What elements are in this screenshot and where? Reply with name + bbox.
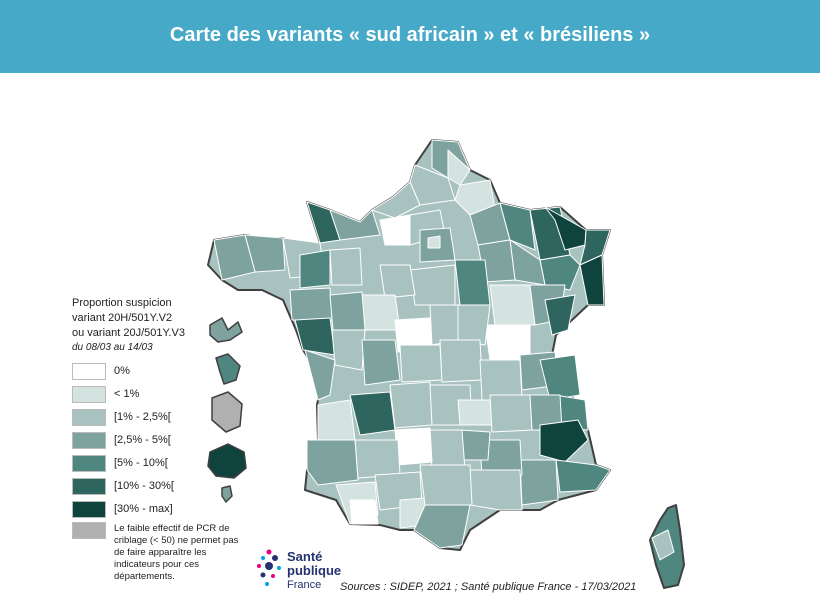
legend-item-4: [5% - 10%[ [72,455,168,472]
department-shape [479,359,523,401]
guyane-shape [211,391,243,433]
department-shape [379,264,416,299]
department-shape [361,339,401,386]
department-shape [489,394,533,433]
department-shape [519,459,559,506]
legend-swatch [72,522,106,539]
title-banner [0,0,820,73]
legend-item-1: < 1% [72,386,139,403]
legend-item-3: [2,5% - 5%[ [72,432,171,449]
department-shape [439,339,483,383]
legend-item-6: [30% - max] [72,501,173,518]
department-shape [457,399,493,426]
department-shape [329,291,366,331]
department-shape [354,439,401,479]
logo-wordmark: Santé publique France [287,550,341,592]
department-shape [454,259,491,306]
department-shape [294,317,336,356]
department-shape [429,304,459,346]
department-shape [329,247,363,286]
logo-dots-icon [257,549,281,586]
department-shape [409,164,456,206]
legend-swatch [72,455,106,472]
martinique-shape [215,353,241,385]
legend-title-line: Proportion suspicion [72,297,172,309]
department-shape [409,264,456,306]
legend-label: [2,5% - 5%[ [114,434,171,446]
legend-swatch [72,478,106,495]
department-shape [499,202,536,251]
legend-swatch [72,501,106,518]
guadeloupe-shape [209,317,243,343]
department-shape [394,427,433,466]
legend-insufficient-note: Le faible effectif de PCR de criblage (<… [114,523,239,582]
department-shape [555,459,611,493]
sante-publique-france-logo: Santé publique France [255,546,345,596]
logo-line: Santé [287,549,323,564]
source-caption: Sources : SIDEP, 2021 ; Santé publique F… [340,581,637,593]
department-shape [304,349,336,401]
legend-item-0: 0% [72,363,130,380]
department-shape [544,206,587,251]
department-shape [317,399,356,441]
department-shape [544,294,576,336]
department-shape [427,235,441,249]
department-shape [489,284,536,326]
department-shape [389,381,433,429]
department-shape [469,469,523,511]
legend-label: [10% - 30%[ [114,480,174,492]
department-shape [299,249,331,289]
legend-title-line: ou variant 20J/501Y.V3 [72,327,185,339]
department-shape [651,529,675,561]
department-shape [419,464,473,506]
legend-label: [1% - 2,5%[ [114,411,171,423]
reunion-shape [207,443,247,479]
department-shape [579,254,605,306]
legend-swatch [72,386,106,403]
department-shape [539,354,581,401]
department-shape [213,234,256,281]
department-shape [454,304,491,346]
department-shape [413,504,471,549]
logo-line: publique [287,563,342,578]
legend-period: du 08/03 au 14/03 [72,342,153,353]
legend-label: 0% [114,365,130,377]
legend-swatch [72,409,106,426]
department-shape [459,429,491,461]
legend-label: < 1% [114,388,140,400]
department-shape [379,214,411,246]
page-title: Carte des variants « sud africain » et «… [169,24,651,46]
department-shape [371,181,421,219]
map-legend: Proportion suspicion variant 20H/501Y.V2… [72,296,252,582]
department-shape [349,499,379,525]
department-shape [331,329,366,371]
department-shape [306,439,359,486]
department-shape [539,419,589,463]
department-shape [359,294,401,331]
legend-label: [5% - 10%[ [114,457,168,469]
legend-title-line: variant 20H/501Y.V2 [72,312,173,324]
department-shape [479,439,523,479]
mayotte-shape [221,485,233,503]
legend-item-5: [10% - 30%[ [72,478,174,495]
legend-swatch [72,363,106,380]
department-shape [399,344,443,383]
legend-item-2: [1% - 2,5%[ [72,409,171,426]
logo-line: France [287,579,322,591]
legend-swatch [72,432,106,449]
legend-item-insufficient: Le faible effectif de PCR de criblage (<… [72,522,244,583]
department-shape [329,209,381,241]
department-shape [289,287,333,321]
legend-label: [30% - max] [114,503,173,515]
